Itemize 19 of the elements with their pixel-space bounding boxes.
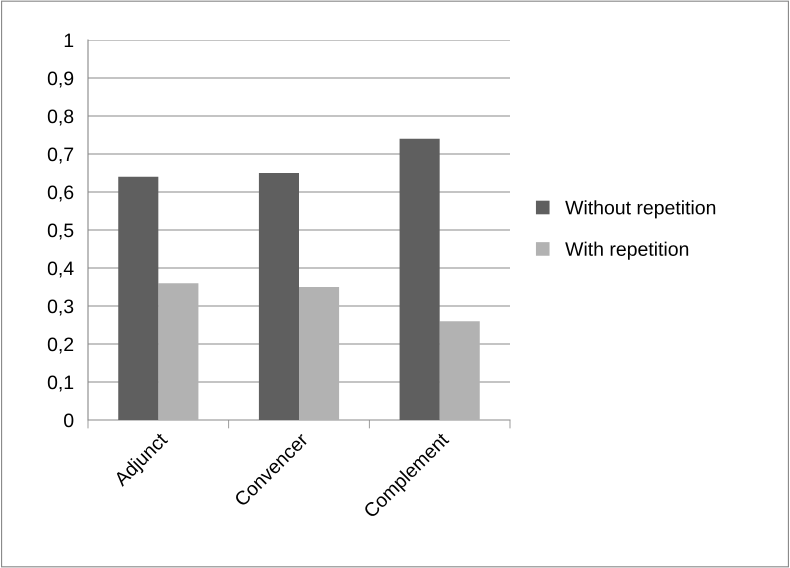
- bar: [258, 173, 299, 420]
- y-tick-label: 0,2: [48, 337, 74, 354]
- bar: [158, 283, 198, 420]
- legend-label: With repetition: [565, 242, 688, 260]
- y-tick-label: 0,3: [48, 299, 74, 316]
- y-tick-label: 0,4: [48, 261, 74, 278]
- bar: [400, 138, 440, 420]
- bar: [299, 287, 340, 420]
- bar: [118, 176, 158, 420]
- y-tick-label: 0: [64, 413, 74, 428]
- y-tick-label: 1: [64, 34, 74, 48]
- legend-label: Without repetition: [565, 200, 716, 218]
- y-tick-label: 0,7: [48, 147, 74, 164]
- y-tick-label: 0,8: [48, 109, 74, 126]
- y-tick-label: 0,9: [48, 71, 74, 88]
- y-tick-label: 0,5: [48, 223, 74, 240]
- bar: [440, 321, 480, 420]
- y-tick-label: 0,6: [48, 185, 74, 202]
- y-tick-label: 0,1: [48, 375, 74, 392]
